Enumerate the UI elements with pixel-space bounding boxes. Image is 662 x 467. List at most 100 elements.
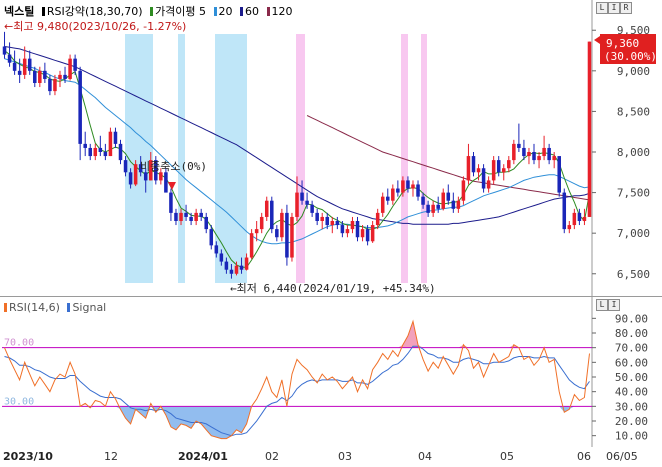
candle-body bbox=[48, 78, 52, 92]
signal-note: 비중축소(0%) bbox=[140, 160, 207, 173]
candle-body bbox=[128, 172, 133, 185]
rsi-tick-label: 50.00 bbox=[615, 371, 648, 384]
candle-body bbox=[154, 160, 158, 181]
candle-body bbox=[133, 164, 138, 185]
candle-body bbox=[22, 58, 27, 75]
rsi-tick-label: 90.00 bbox=[615, 312, 648, 325]
legend-ma120: 120 bbox=[266, 5, 293, 18]
legend-rsi-strength: RSI강약(18,30,70) bbox=[41, 5, 143, 18]
rsi-tick-label: 80.00 bbox=[615, 327, 648, 340]
candle-body bbox=[138, 164, 143, 173]
candle-body bbox=[300, 192, 304, 201]
price-tick-label: 7,000 bbox=[617, 227, 650, 240]
rsi-tick-label: 40.00 bbox=[615, 386, 648, 399]
candle-body bbox=[380, 196, 385, 213]
candle-body bbox=[476, 168, 481, 173]
candle-body bbox=[471, 156, 476, 173]
candle-body bbox=[63, 74, 67, 79]
candle-body bbox=[244, 257, 249, 270]
candle-body bbox=[310, 204, 314, 213]
price-tick-label: 6,500 bbox=[617, 268, 650, 281]
candle-body bbox=[169, 192, 173, 213]
candle-body bbox=[562, 192, 567, 230]
pane-button-i[interactable]: I bbox=[608, 2, 620, 14]
candle-body bbox=[532, 152, 536, 161]
candle-body bbox=[577, 212, 582, 221]
candle-body bbox=[174, 212, 178, 221]
price-tick-label: 9,500 bbox=[617, 24, 650, 37]
candle-body bbox=[386, 196, 390, 201]
signal-legend-item: Signal bbox=[67, 301, 106, 314]
candle-body bbox=[68, 58, 72, 79]
date-axis bbox=[0, 447, 662, 467]
rsi-button-i[interactable]: I bbox=[608, 299, 620, 311]
high-price-note: ←최고 9,480(2023/10/26, -1.27%) bbox=[4, 20, 187, 33]
pane-button-r[interactable]: R bbox=[620, 2, 632, 14]
rsi-legend-item: RSI(14,6) bbox=[4, 301, 60, 314]
candle-body bbox=[375, 212, 380, 226]
current-price-value: 9,360 bbox=[606, 37, 639, 50]
candle-body bbox=[224, 261, 229, 270]
candle-body bbox=[481, 168, 486, 189]
candle-body bbox=[275, 229, 279, 238]
price-chart-canvas[interactable]: 9,500 9,000 8,500 8,000 7,500 7,000 6,500 비중축소(… bbox=[0, 0, 662, 296]
candle-body bbox=[93, 147, 98, 157]
candle-body bbox=[582, 216, 587, 221]
candle-body bbox=[557, 156, 561, 193]
pane-button-l[interactable]: L bbox=[596, 2, 608, 14]
candle-body bbox=[451, 200, 456, 209]
candle-body bbox=[360, 229, 365, 238]
ma120-line bbox=[306, 115, 590, 201]
signal-band bbox=[178, 34, 185, 283]
candle-body bbox=[320, 216, 324, 221]
candle-body bbox=[103, 152, 108, 157]
price-tick-label: 8,500 bbox=[617, 105, 650, 118]
candle-body bbox=[517, 143, 521, 148]
rsi-button-l[interactable]: L bbox=[596, 299, 608, 311]
price-chart-pane[interactable]: 9,500 9,000 8,500 8,000 7,500 7,000 6,500 비중축소(… bbox=[0, 0, 662, 296]
candle-body bbox=[542, 147, 546, 157]
candle-body bbox=[264, 200, 269, 217]
candle-body bbox=[411, 184, 415, 189]
candle-body bbox=[118, 143, 123, 161]
candle-body bbox=[491, 160, 496, 181]
rsi-overbought-fill bbox=[4, 321, 590, 348]
candle-body bbox=[547, 147, 551, 161]
rsi-pane[interactable]: 90.00 80.00 70.00 60.00 50.00 40.00 30.00 20.00… bbox=[0, 297, 662, 447]
candle-body bbox=[12, 62, 17, 71]
candle-body bbox=[2, 46, 7, 55]
candle-body bbox=[285, 212, 289, 258]
candle-body bbox=[290, 216, 294, 258]
candle-body bbox=[436, 204, 440, 209]
candle-body bbox=[7, 54, 12, 63]
candle-body bbox=[189, 216, 193, 221]
candle-body bbox=[426, 204, 430, 213]
candle-body bbox=[305, 200, 309, 205]
candle-body bbox=[184, 212, 188, 217]
rsi-level-high-label: 70.00 bbox=[4, 338, 34, 349]
rsi-line bbox=[4, 319, 590, 440]
legend-ma60: 60 bbox=[240, 5, 259, 18]
candle-body bbox=[53, 78, 57, 92]
pane-divider[interactable] bbox=[0, 296, 662, 297]
candle-body bbox=[164, 172, 168, 193]
candle-body bbox=[340, 225, 345, 234]
candle-body bbox=[209, 229, 214, 246]
price-tick-label: 9,000 bbox=[617, 65, 650, 78]
legend-ma5: 가격이평 5 bbox=[150, 5, 206, 18]
candle-body bbox=[204, 216, 208, 230]
candle-body bbox=[43, 70, 47, 79]
legend-ma20: 20 bbox=[213, 5, 233, 18]
price-tick-label: 7,500 bbox=[617, 187, 650, 200]
candle-body bbox=[73, 58, 77, 71]
stock-name: 넥스틸 bbox=[4, 5, 35, 18]
candle-body bbox=[58, 74, 62, 79]
candle-body bbox=[567, 225, 572, 230]
candle-body bbox=[330, 221, 335, 226]
rsi-canvas[interactable]: 90.0080.0070.0060.0050.0040.0030.0020.00… bbox=[0, 297, 662, 447]
candle-body bbox=[501, 168, 506, 173]
candle-body bbox=[527, 152, 531, 157]
candle-body bbox=[406, 180, 410, 189]
candle-body bbox=[259, 216, 264, 230]
price-tick-label: 8,000 bbox=[617, 146, 650, 159]
